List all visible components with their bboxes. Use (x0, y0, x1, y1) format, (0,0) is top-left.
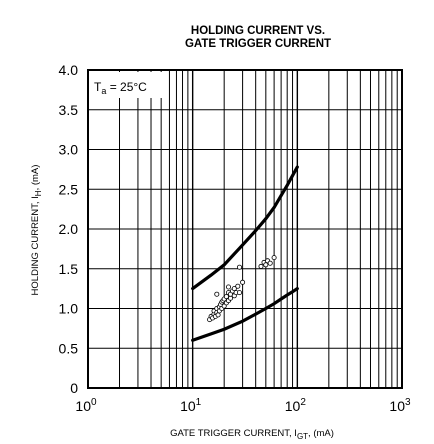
x-axis-label-main: GATE TRIGGER CURRENT, I (170, 428, 297, 439)
boundary-curve-1 (191, 165, 299, 291)
data-point (214, 291, 220, 297)
x-tick-labels: 100 101 102 103 (75, 397, 411, 414)
data-point (225, 284, 231, 290)
annotation-rest: = 25°C (106, 80, 147, 94)
annotation-bg (90, 72, 166, 98)
boundary-curve-2 (191, 287, 299, 342)
data-point (267, 260, 273, 266)
data-point (231, 286, 237, 292)
chart-title-line2: GATE TRIGGER CURRENT (185, 38, 331, 50)
data-point (258, 263, 264, 269)
data-point (240, 279, 246, 285)
x-axis-label-sub: GT (297, 432, 308, 441)
y-tick-label: 1.5 (59, 261, 79, 277)
grid (88, 70, 402, 388)
temperature-annotation: Ta = 25°C (94, 80, 147, 96)
y-tick-label: 3.5 (59, 102, 79, 118)
x-tick-label: 101 (180, 397, 202, 414)
y-tick-label: 4.0 (59, 62, 79, 78)
annotation-sub: a (101, 86, 106, 96)
data-point (223, 294, 229, 300)
x-tick-label: 100 (75, 397, 97, 414)
annotation-main: T (94, 80, 102, 94)
y-tick-labels: 0 0.5 1.0 1.5 2.0 2.5 3.0 3.5 4.0 (59, 62, 79, 396)
y-tick-label: 2.0 (59, 221, 79, 237)
y-tick-label: 0 (70, 380, 78, 396)
y-axis-label: HOLDING CURRENT, IH, (mA) (30, 165, 43, 296)
y-tick-label: 1.0 (59, 301, 79, 317)
data-point (271, 255, 277, 261)
x-axis-label-unit: , (mA) (308, 428, 334, 439)
y-axis-label-main: HOLDING CURRENT, I (30, 196, 41, 295)
y-axis-label-unit: , (mA) (30, 165, 41, 191)
plot-frame (87, 69, 403, 389)
data-point (235, 283, 241, 289)
y-tick-label: 0.5 (59, 340, 79, 356)
x-tick-label: 102 (285, 397, 307, 414)
x-tick-label: 103 (389, 397, 411, 414)
y-axis-label-sub: H (34, 190, 43, 196)
y-tick-label: 3.0 (59, 142, 79, 158)
data-point (236, 290, 242, 296)
data-point (227, 295, 233, 301)
data-point (236, 264, 242, 270)
chart-title-line1: HOLDING CURRENT VS. (191, 25, 325, 37)
y-tick-label: 2.5 (59, 181, 79, 197)
data-point (215, 312, 221, 318)
series-layer (191, 165, 299, 342)
x-axis-label: GATE TRIGGER CURRENT, IGT, (mA) (170, 428, 334, 441)
data-point (263, 262, 269, 268)
